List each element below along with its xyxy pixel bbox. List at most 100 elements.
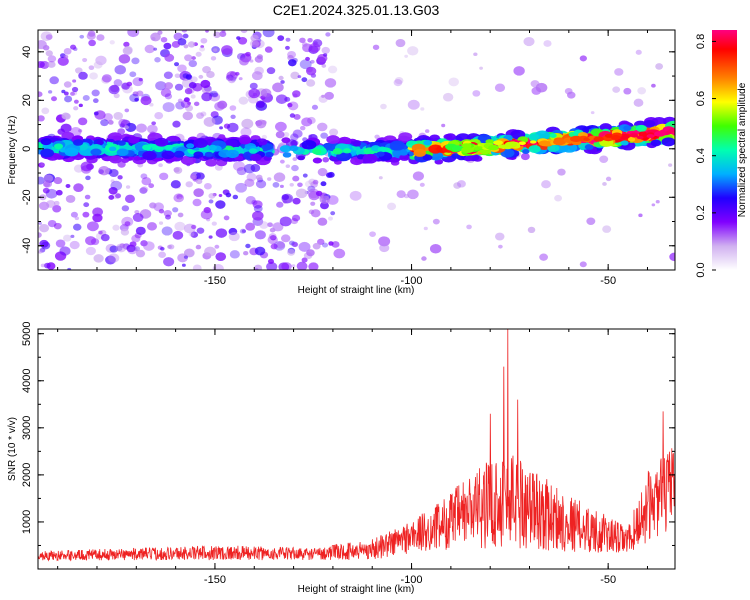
spectrogram-noise-blob — [195, 178, 203, 185]
spectrogram-noise-blob — [272, 182, 280, 188]
spectrogram-noise-blob — [108, 194, 115, 200]
spectrogram-noise-blob — [223, 215, 230, 221]
spectrogram-peak-blob — [461, 143, 472, 149]
spectrogram-ridge-blob — [623, 125, 632, 131]
colorbar-gradient — [712, 30, 737, 270]
spectrogram-noise-blob — [473, 52, 478, 57]
spectrogram-noise-blob — [138, 77, 143, 82]
spectrogram-noise-blob — [393, 79, 403, 87]
spectrogram-ridge-blob — [342, 148, 352, 154]
spectrogram-noise-blob — [254, 246, 266, 256]
spectrogram-ridge-blob — [96, 139, 104, 145]
spectrogram-noise-blob — [302, 173, 308, 178]
spectrogram-noise-blob — [38, 221, 43, 225]
spectrogram-noise-blob — [287, 59, 297, 67]
spectrogram-noise-blob — [523, 36, 535, 47]
spectrogram-noise-blob — [52, 204, 62, 213]
spectrogram-noise-blob — [407, 99, 420, 110]
spectrogram-noise-blob — [177, 212, 184, 218]
spectrogram-noise-blob — [287, 54, 294, 61]
spectrogram-noise-blob — [396, 190, 406, 198]
spectrogram-noise-blob — [38, 91, 43, 98]
spectrogram-noise-blob — [69, 240, 80, 250]
snr-xtick-label: -150 — [204, 574, 226, 586]
spectrogram-noise-blob — [308, 262, 319, 270]
spectrogram-noise-blob — [614, 68, 624, 76]
spectrogram-noise-blob — [192, 264, 202, 270]
spectrogram-noise-blob — [520, 152, 530, 161]
spectrogram-noise-blob — [213, 48, 218, 52]
spectrogram-noise-blob — [378, 236, 391, 247]
spectrogram-noise-blob — [182, 111, 194, 121]
spectrogram-noise-blob — [125, 185, 131, 189]
spectrogram-ridge-blob — [265, 151, 274, 158]
spectrogram-ridge-blob — [193, 138, 208, 149]
spectrogram-noise-blob — [143, 241, 155, 251]
spectrogram-noise-blob — [65, 183, 71, 188]
spectrogram-noise-blob — [448, 77, 460, 87]
spectrogram-noise-blob — [53, 200, 60, 206]
snr-ytick-label: 2000 — [21, 463, 33, 487]
spectrogram-noise-blob — [255, 119, 267, 129]
spectrogram-noise-blob — [174, 83, 184, 91]
spectrogram-noise-blob — [259, 221, 269, 229]
spectrogram-noise-blob — [47, 60, 56, 68]
spectrogram-noise-blob — [655, 63, 664, 70]
spectrogram-noise-blob — [38, 232, 42, 238]
spectrogram-noise-blob — [183, 44, 189, 49]
spectrogram-ridge-blob — [422, 154, 433, 161]
spectrogram-noise-blob — [158, 221, 164, 225]
spectrogram-noise-blob — [38, 61, 45, 69]
spectrogram-noise-blob — [131, 57, 140, 65]
spectrogram-noise-blob — [196, 227, 205, 234]
spectrogram-noise-blob — [164, 93, 173, 100]
spectrogram-noise-blob — [269, 227, 276, 233]
spectrogram-noise-blob — [374, 134, 380, 140]
spectrogram-noise-blob — [88, 65, 95, 71]
spectrogram-noise-blob — [250, 34, 259, 42]
spectrogram-noise-blob — [200, 37, 208, 44]
spectrogram-peak-blob — [666, 130, 673, 134]
spectrogram-ridge-blob — [225, 149, 240, 159]
spectrogram-noise-blob — [42, 187, 50, 194]
spectrogram-ridge-blob — [429, 134, 441, 142]
snr-marks — [38, 329, 675, 562]
spectrogram-ridge-blob — [650, 139, 662, 147]
spectrogram-noise-blob — [196, 112, 204, 119]
spectrogram-ridge-blob — [332, 148, 343, 155]
spectrogram-noise-blob — [149, 102, 154, 107]
spectrogram-noise-blob — [92, 207, 104, 217]
spectrogram-noise-blob — [100, 119, 109, 127]
spectrogram-noise-blob — [78, 71, 88, 80]
spectrogram-noise-blob — [124, 221, 131, 227]
spectrogram-noise-blob — [250, 163, 261, 172]
spectrogram-noise-blob — [73, 99, 79, 104]
spectrogram-noise-blob — [120, 228, 130, 236]
spectrogram-noise-blob — [330, 211, 336, 216]
spectrogram-noise-blob — [285, 164, 291, 169]
spectrogram-noise-blob — [539, 253, 548, 261]
spectrogram-noise-blob — [466, 224, 472, 230]
spectrogram-noise-blob — [240, 127, 252, 137]
spectrogram-noise-blob — [324, 91, 334, 100]
spectrogram-noise-blob — [217, 100, 228, 109]
spectrogram-noise-blob — [254, 55, 263, 63]
spectrogram-noise-blob — [293, 114, 301, 120]
spectrogram-noise-blob — [306, 66, 313, 73]
spectrogram-ridge-blob — [90, 148, 102, 156]
spectrogram-noise-blob — [149, 202, 157, 209]
spectrogram-noise-blob — [195, 51, 202, 57]
spectrogram-noise-blob — [151, 121, 156, 126]
snr-frame — [37, 328, 676, 570]
spectrogram-noise-blob — [129, 241, 137, 248]
spectrogram-noise-blob — [192, 198, 202, 207]
spectrogram-noise-blob — [266, 261, 278, 270]
spectrogram-noise-blob — [61, 112, 70, 120]
spectrogram-noise-blob — [229, 105, 237, 111]
spectrogram-noise-blob — [42, 180, 53, 188]
spectrogram-noise-blob — [235, 182, 247, 193]
spectrogram-noise-blob — [423, 226, 428, 231]
spectrogram-noise-blob — [513, 66, 525, 76]
spectrogram-noise-blob — [205, 30, 209, 33]
spectrogram-noise-blob — [129, 71, 137, 78]
